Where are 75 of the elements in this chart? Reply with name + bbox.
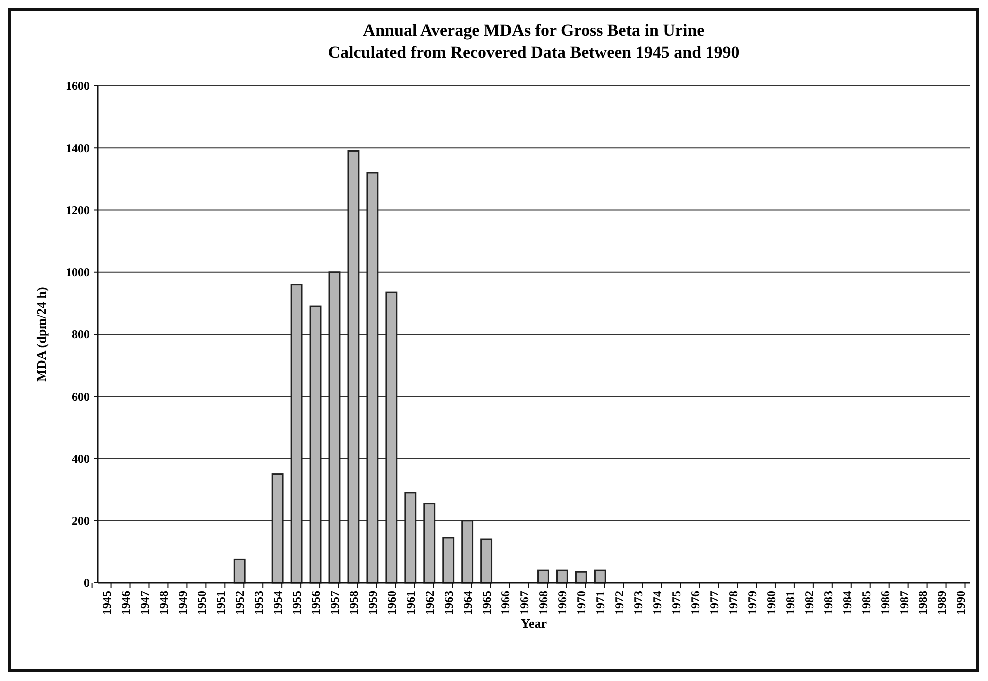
x-tick-label: 1974 [650,591,665,615]
bar [386,292,398,584]
bar [310,306,322,584]
bar [272,474,284,584]
y-axis-title: MDA (dpm/24 h) [34,287,49,382]
x-tick-label: 1953 [252,591,266,615]
x-tick-label: 1958 [346,591,361,615]
x-tick-label: 1973 [632,591,646,615]
x-tick-label: 1981 [783,591,798,615]
x-tick-label: 1983 [821,591,836,615]
y-tick-label: 600 [72,390,90,404]
bar [575,571,588,584]
x-tick-label: 1964 [460,591,475,615]
x-tick-label: 1968 [536,591,551,615]
x-tick-label: 1970 [574,591,589,615]
y-tick-label: 400 [72,452,90,466]
x-tick-label: 1987 [897,591,912,615]
x-tick-label: 1961 [404,591,418,615]
x-tick-label: 1959 [366,591,380,615]
bar [328,272,341,584]
x-tick-label: 1986 [878,591,892,615]
x-tick-label: 1952 [233,591,248,615]
x-tick-label: 1982 [802,591,816,615]
x-tick-label: 1954 [271,591,286,615]
bar [366,172,379,584]
y-tick-label: 1200 [66,203,90,218]
x-tick-label: 1975 [670,591,684,615]
x-tick-label: 1978 [726,591,740,615]
bar [234,558,246,584]
y-tick-label: 0 [84,576,90,590]
y-tick-label: 1400 [66,141,90,156]
x-tick-label: 1966 [498,591,513,615]
x-tick-label: 1972 [612,591,627,615]
bar [442,537,455,584]
bar [594,570,606,584]
x-tick-label: 1945 [100,591,114,615]
x-tick-label: 1955 [290,591,304,615]
x-tick-label: 1963 [442,591,456,615]
bar [404,492,417,584]
bar [424,503,436,584]
bar [480,538,493,584]
x-tick-label: 1980 [764,591,778,615]
y-tick-label: 800 [72,328,90,342]
x-tick-label: 1957 [328,591,342,615]
x-tick-label: 1965 [480,591,494,615]
bar [538,570,550,584]
x-tick-label: 1967 [518,591,532,615]
x-tick-label: 1988 [916,591,930,615]
bar [348,150,360,584]
x-tick-label: 1947 [138,591,152,615]
bar [290,284,303,584]
y-tick-label: 1000 [66,266,90,280]
bar [556,570,568,584]
y-tick-label: 200 [72,514,90,528]
x-tick-label: 1985 [859,591,874,615]
x-tick-label: 1946 [119,591,134,615]
x-tick-label: 1948 [157,591,172,615]
x-tick-label: 1976 [688,591,703,615]
x-tick-label: 1971 [594,591,608,615]
x-tick-label: 1962 [422,591,437,615]
x-tick-label: 1977 [707,591,722,615]
x-tick-label: 1951 [214,591,228,615]
x-tick-label: 1990 [954,591,968,615]
x-tick-label: 1950 [195,591,210,615]
x-tick-label: 1979 [745,591,760,615]
x-tick-label: 1960 [384,591,399,615]
x-tick-label: 1949 [176,591,190,615]
x-tick-label: 1969 [556,591,570,615]
x-axis-title: Year [521,616,548,631]
x-tick-label: 1956 [308,591,323,615]
x-tick-label: 1989 [935,591,950,615]
bar [462,520,474,584]
x-tick-label: 1984 [840,591,854,615]
chart-title: Annual Average MDAs for Gross Beta in Urine Calculated from Recovered Data Between 1945 and 1990 [328,21,740,62]
y-tick-label: 1600 [66,79,90,94]
